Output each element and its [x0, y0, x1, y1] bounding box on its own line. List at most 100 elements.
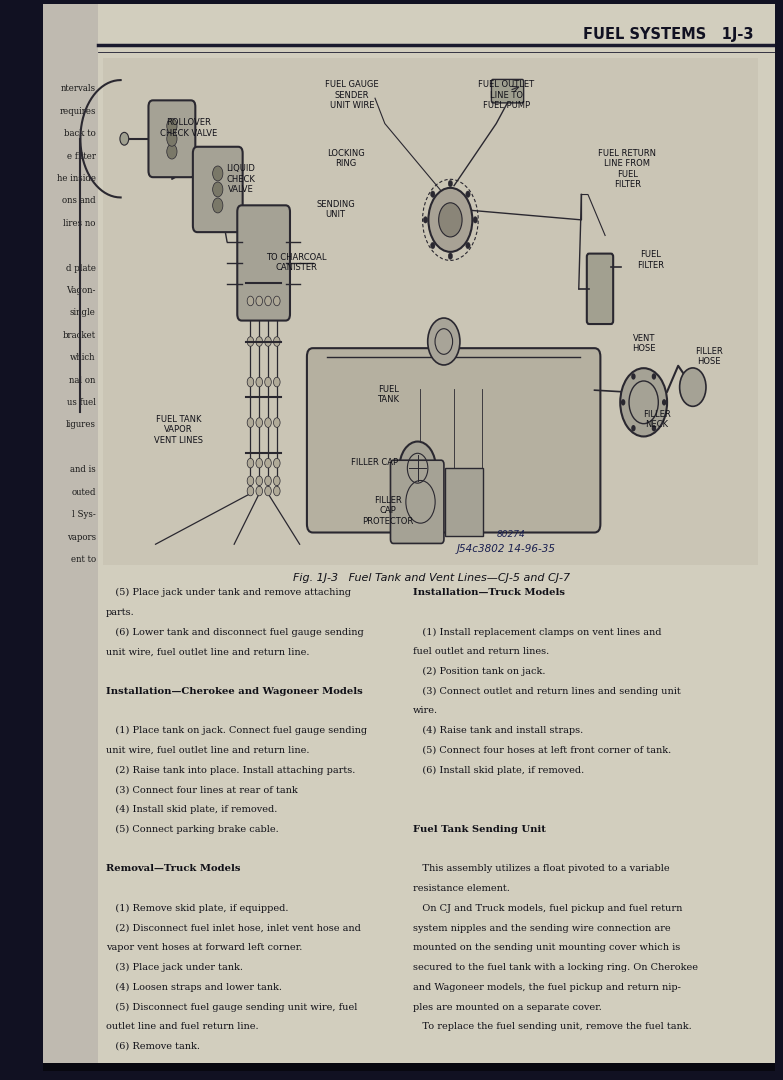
Circle shape [213, 166, 223, 181]
Circle shape [438, 203, 462, 237]
Text: outed: outed [71, 488, 96, 497]
Circle shape [273, 476, 280, 486]
Text: (2) Disconnect fuel inlet hose, inlet vent hose and: (2) Disconnect fuel inlet hose, inlet ve… [106, 923, 361, 932]
Text: (2) Position tank on jack.: (2) Position tank on jack. [413, 667, 545, 676]
Text: (6) Remove tank.: (6) Remove tank. [106, 1042, 200, 1051]
Text: LOCKING
RING: LOCKING RING [327, 149, 364, 168]
Text: and is: and is [70, 465, 96, 474]
Text: mounted on the sending unit mounting cover which is: mounted on the sending unit mounting cov… [413, 943, 680, 953]
Circle shape [247, 337, 254, 347]
Text: system nipples and the sending wire connection are: system nipples and the sending wire conn… [413, 923, 670, 932]
Circle shape [466, 242, 470, 248]
Text: (2) Raise tank into place. Install attaching parts.: (2) Raise tank into place. Install attac… [106, 766, 355, 774]
Text: (5) Disconnect fuel gauge sending unit wire, fuel: (5) Disconnect fuel gauge sending unit w… [106, 1002, 357, 1012]
Circle shape [265, 337, 272, 347]
Circle shape [247, 486, 254, 496]
Text: (4) Raise tank and install straps.: (4) Raise tank and install straps. [413, 726, 583, 735]
Text: parts.: parts. [106, 608, 135, 617]
Circle shape [256, 337, 262, 347]
Text: (4) Install skid plate, if removed.: (4) Install skid plate, if removed. [106, 805, 277, 814]
Circle shape [265, 377, 272, 387]
Circle shape [273, 418, 280, 428]
Text: requires: requires [60, 107, 96, 116]
Circle shape [424, 217, 428, 224]
Text: VENT
HOSE: VENT HOSE [632, 334, 655, 353]
Text: TO CHARCOAL
CANISTER: TO CHARCOAL CANISTER [266, 253, 327, 272]
Circle shape [273, 377, 280, 387]
Circle shape [620, 368, 667, 436]
Text: unit wire, fuel outlet line and return line.: unit wire, fuel outlet line and return l… [106, 647, 309, 657]
Circle shape [265, 418, 272, 428]
Circle shape [631, 374, 636, 380]
Text: (6) Lower tank and disconnect fuel gauge sending: (6) Lower tank and disconnect fuel gauge… [106, 627, 364, 636]
Text: (1) Install replacement clamps on vent lines and: (1) Install replacement clamps on vent l… [413, 627, 662, 636]
Text: FILLER
CAP
PROTECTOR: FILLER CAP PROTECTOR [363, 496, 413, 526]
Circle shape [273, 337, 280, 347]
Circle shape [256, 377, 262, 387]
Text: unit wire, fuel outlet line and return line.: unit wire, fuel outlet line and return l… [106, 746, 309, 755]
Text: us fuel: us fuel [67, 399, 96, 407]
Text: d plate: d plate [66, 264, 96, 272]
Text: (5) Connect four hoses at left front corner of tank.: (5) Connect four hoses at left front cor… [413, 746, 671, 755]
Text: Installation—Cherokee and Wagoneer Models: Installation—Cherokee and Wagoneer Model… [106, 687, 363, 696]
Text: fuel outlet and return lines.: fuel outlet and return lines. [413, 647, 549, 657]
Text: Removal—Truck Models: Removal—Truck Models [106, 864, 240, 874]
Text: wire.: wire. [413, 706, 438, 715]
Circle shape [167, 144, 177, 159]
Circle shape [399, 442, 436, 495]
Text: (3) Connect four lines at rear of tank: (3) Connect four lines at rear of tank [106, 785, 298, 795]
Text: FILLER CAP: FILLER CAP [352, 458, 399, 467]
Circle shape [662, 400, 666, 405]
Circle shape [428, 188, 472, 252]
Circle shape [247, 296, 254, 306]
Circle shape [167, 132, 177, 146]
Text: Installation—Truck Models: Installation—Truck Models [413, 588, 565, 597]
Circle shape [247, 476, 254, 486]
Bar [43, 1063, 775, 1071]
Text: (1) Remove skid plate, if equipped.: (1) Remove skid plate, if equipped. [106, 904, 288, 913]
Circle shape [473, 217, 478, 224]
Text: vapors: vapors [67, 532, 96, 541]
Text: FUEL TANK
VAPOR
VENT LINES: FUEL TANK VAPOR VENT LINES [154, 415, 203, 445]
Text: nal on: nal on [70, 376, 96, 384]
Text: Vagon-: Vagon- [67, 286, 96, 295]
Text: This assembly utilizes a float pivoted to a variable: This assembly utilizes a float pivoted t… [413, 864, 669, 874]
Bar [103, 57, 758, 565]
Circle shape [256, 486, 262, 496]
FancyBboxPatch shape [586, 254, 613, 324]
Circle shape [120, 133, 128, 145]
Text: single: single [70, 309, 96, 318]
Circle shape [431, 191, 435, 198]
Circle shape [247, 458, 254, 468]
Text: (3) Connect outlet and return lines and sending unit: (3) Connect outlet and return lines and … [413, 687, 680, 696]
Circle shape [265, 458, 272, 468]
Circle shape [265, 296, 272, 306]
FancyBboxPatch shape [307, 348, 601, 532]
Text: he inside: he inside [57, 174, 96, 183]
Text: 80274: 80274 [496, 529, 525, 539]
Text: bracket: bracket [63, 330, 96, 340]
Text: SENDING
UNIT: SENDING UNIT [316, 200, 355, 219]
Text: resistance element.: resistance element. [413, 885, 510, 893]
Text: ples are mounted on a separate cover.: ples are mounted on a separate cover. [413, 1002, 601, 1012]
Text: FUEL SYSTEMS   1J-3: FUEL SYSTEMS 1J-3 [583, 27, 753, 42]
Text: FUEL GAUGE
SENDER
UNIT WIRE: FUEL GAUGE SENDER UNIT WIRE [325, 81, 379, 110]
Text: lires no: lires no [63, 219, 96, 228]
Text: Fuel Tank Sending Unit: Fuel Tank Sending Unit [413, 825, 546, 834]
FancyBboxPatch shape [237, 205, 290, 321]
Circle shape [265, 476, 272, 486]
Circle shape [680, 368, 706, 406]
Text: (3) Place jack under tank.: (3) Place jack under tank. [106, 963, 243, 972]
Circle shape [256, 458, 262, 468]
Text: FILLER
HOSE: FILLER HOSE [695, 347, 723, 366]
Circle shape [273, 486, 280, 496]
FancyBboxPatch shape [193, 147, 243, 232]
Circle shape [213, 198, 223, 213]
Circle shape [247, 418, 254, 428]
Text: ons and: ons and [62, 197, 96, 205]
Text: ntervals: ntervals [60, 84, 96, 93]
FancyBboxPatch shape [391, 460, 444, 543]
Circle shape [631, 426, 636, 431]
Text: which: which [70, 353, 96, 362]
Text: (4) Loosen straps and lower tank.: (4) Loosen straps and lower tank. [106, 983, 282, 991]
